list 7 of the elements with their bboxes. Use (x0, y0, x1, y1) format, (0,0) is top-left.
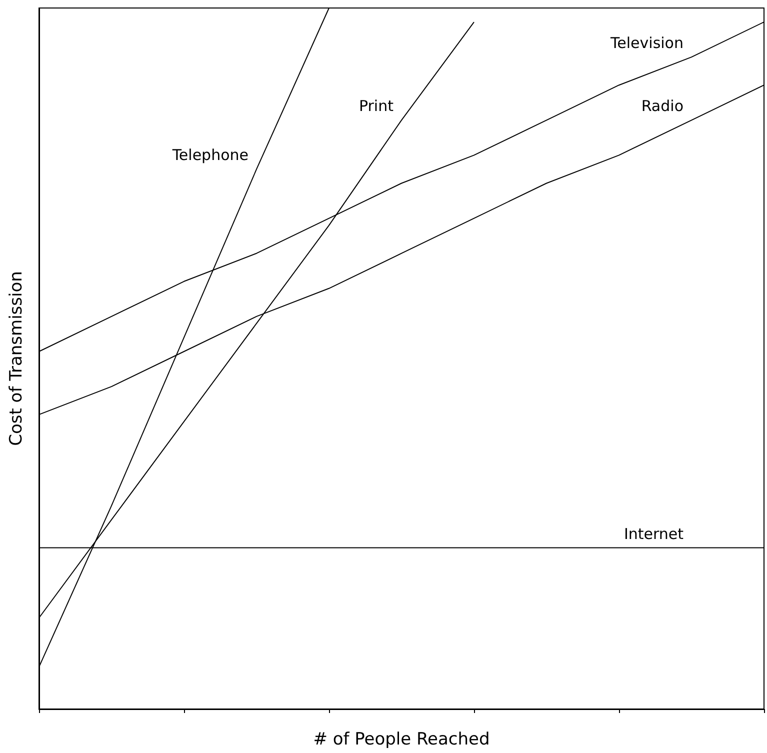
y-axis-title: Cost of Transmission (6, 271, 26, 446)
series-label: Television (610, 34, 684, 52)
x-axis-title: # of People Reached (313, 730, 490, 750)
series-label: Print (358, 97, 394, 116)
series-label: Radio (641, 97, 684, 116)
series-label: Internet (624, 524, 684, 543)
series-label: Telephone (171, 146, 248, 164)
